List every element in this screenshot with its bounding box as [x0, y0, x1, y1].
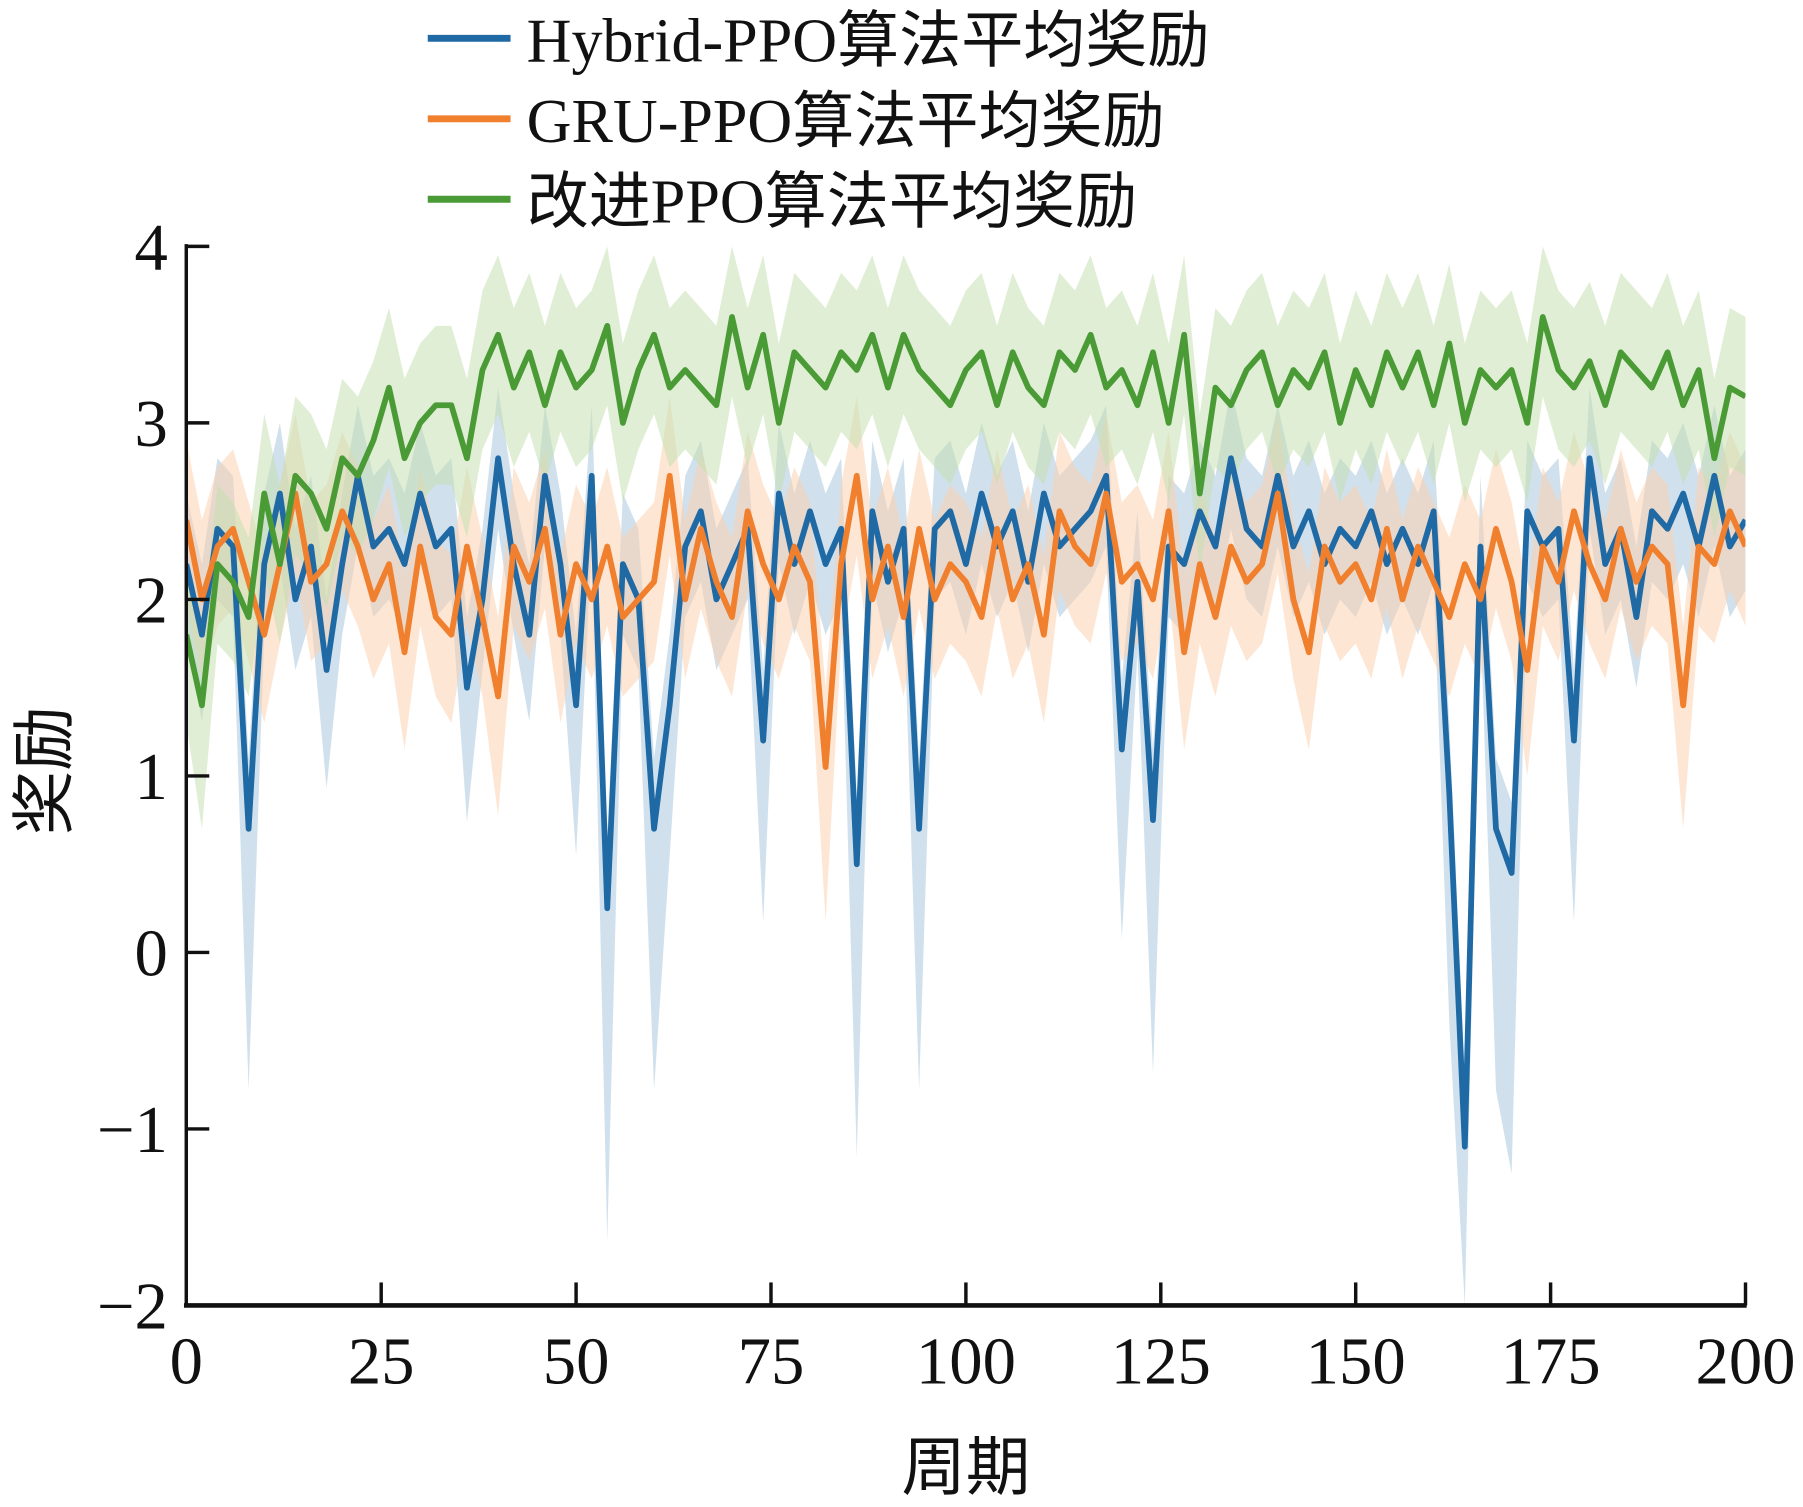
confidence-bands	[186, 246, 1746, 1306]
x-tick-label: 75	[738, 1326, 805, 1399]
series-lines	[186, 314, 1746, 1150]
x-tick-label: 100	[916, 1326, 1016, 1399]
y-tick-label: 0	[135, 917, 168, 990]
x-tick-label: 25	[348, 1326, 415, 1399]
x-tick-label: 50	[543, 1326, 610, 1399]
legend-item-improved: 改进PPO算法平均奖励	[427, 168, 1138, 236]
y-tick-label: 1	[135, 741, 168, 814]
y-tick-label: 3	[135, 388, 168, 461]
line-series-2	[186, 314, 1746, 709]
line-series-1	[186, 472, 1746, 770]
legend-item-hybrid: Hybrid-PPO算法平均奖励	[427, 7, 1210, 75]
legend-item-gru: GRU-PPO算法平均奖励	[427, 88, 1165, 156]
x-tick-label: 0	[170, 1326, 203, 1399]
x-tick-label: 175	[1501, 1326, 1601, 1399]
x-tick-label: 200	[1695, 1326, 1795, 1399]
y-tick-label: −1	[97, 1094, 168, 1167]
legend: Hybrid-PPO算法平均奖励 GRU-PPO算法平均奖励 改进PPO算法平均…	[427, 7, 1210, 236]
y-tick-label: −2	[97, 1270, 168, 1343]
y-tick-label: 2	[135, 564, 168, 637]
y-tick-label: 4	[135, 211, 168, 284]
x-axis-title: 周期	[902, 1430, 1031, 1505]
band-series-2	[186, 246, 1746, 829]
line-series-0	[186, 455, 1746, 1150]
legend-label-hybrid: Hybrid-PPO算法平均奖励	[527, 7, 1210, 75]
legend-label-improved: 改进PPO算法平均奖励	[527, 168, 1138, 236]
band-series-1	[186, 396, 1746, 922]
legend-label-gru: GRU-PPO算法平均奖励	[527, 88, 1165, 156]
x-tick-label: 150	[1306, 1326, 1406, 1399]
y-axis-title: 奖励	[8, 706, 83, 835]
axis-ticks: 0 25 50 75 100 125 150 175 200 −2 −1 0 1 2 3 4	[97, 211, 1796, 1398]
x-tick-label: 125	[1111, 1326, 1211, 1399]
